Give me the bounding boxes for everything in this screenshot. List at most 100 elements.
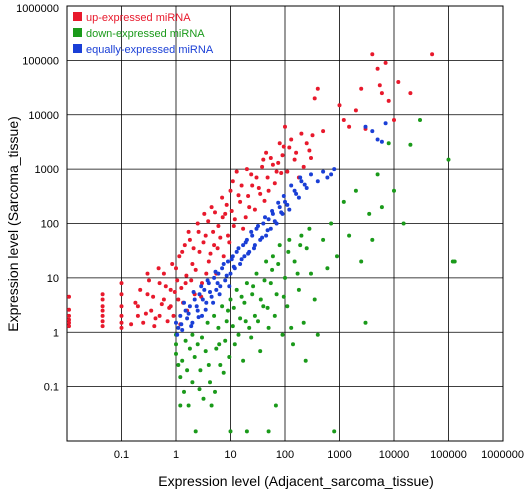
data-point [228,188,233,193]
data-point [279,210,284,215]
data-point [177,254,182,259]
data-point [180,358,185,363]
data-point [249,229,254,234]
data-point [309,156,313,160]
data-point [209,294,214,299]
data-point [176,297,181,302]
y-tick-label: 100000 [22,55,59,67]
data-point [261,221,266,226]
y-axis-title: Expression level (Sarcoma_tissue) [5,116,21,332]
data-points [67,52,457,434]
data-point [67,313,71,318]
data-point [67,294,71,299]
data-point [100,297,105,302]
data-point [227,355,232,359]
data-point [214,346,219,351]
data-point [301,164,306,169]
data-point [228,297,233,302]
data-point [353,188,358,193]
data-point [321,169,326,174]
data-point [379,91,384,96]
data-point [292,188,297,193]
data-point [302,182,307,187]
data-point [174,351,178,356]
data-point [446,157,451,162]
data-point [214,287,219,292]
data-point [246,251,251,256]
data-point [182,300,186,305]
data-point [276,262,281,266]
data-point [119,320,124,325]
data-point [147,278,151,283]
data-point [180,328,185,332]
data-point [185,368,190,373]
data-point [265,228,270,233]
legend-swatch-up [73,12,82,21]
data-point [217,342,222,347]
data-point [183,281,188,286]
data-point [260,235,265,240]
data-point [247,205,252,210]
data-point [230,324,235,329]
data-point [213,389,217,394]
data-point [274,169,279,174]
data-point [262,278,267,283]
data-point [375,137,380,142]
data-point [386,98,391,103]
data-point [195,308,200,313]
data-point [234,169,239,174]
data-point [370,52,375,57]
y-tick-label: 1000 [35,164,59,176]
x-axis-title: Expression level (Adjacent_sarcoma_tissu… [158,473,433,489]
data-point [321,129,326,134]
data-point [226,259,230,264]
data-point [200,335,204,340]
data-point [262,198,267,203]
data-point [67,324,71,329]
data-point [195,342,200,347]
data-point [161,297,166,302]
data-point [170,262,175,266]
data-point [383,60,388,65]
data-point [341,199,346,204]
data-point [270,267,275,272]
data-point [216,325,221,330]
data-point [206,363,211,367]
data-point [172,290,177,294]
data-point [379,205,384,210]
data-point [295,271,300,276]
data-point [261,304,266,309]
data-point [277,205,282,210]
data-point [264,233,269,238]
data-point [180,249,185,254]
data-point [206,219,211,224]
data-point [263,215,267,220]
data-point [174,342,178,347]
data-point [299,179,304,184]
data-point [254,175,259,180]
data-point [67,320,71,325]
data-point [227,240,232,245]
data-point [174,266,178,271]
data-point [183,308,188,313]
y-tick-label: 0.1 [44,382,59,394]
data-point [408,91,413,96]
data-point [268,156,273,160]
data-point [272,181,277,186]
data-point [289,137,294,142]
data-point [309,172,313,177]
data-point [375,66,380,71]
data-point [250,292,255,297]
y-tick-label: 1000000 [16,3,59,15]
data-point [191,290,196,294]
data-point [100,292,105,297]
data-point [156,266,161,271]
data-point [291,342,295,347]
data-point [256,224,260,228]
legend-label-down: down-expressed miRNA [86,28,205,40]
data-point [243,319,248,324]
data-point [190,320,195,325]
data-point [239,257,244,262]
data-point [252,313,257,318]
data-point [289,183,294,188]
